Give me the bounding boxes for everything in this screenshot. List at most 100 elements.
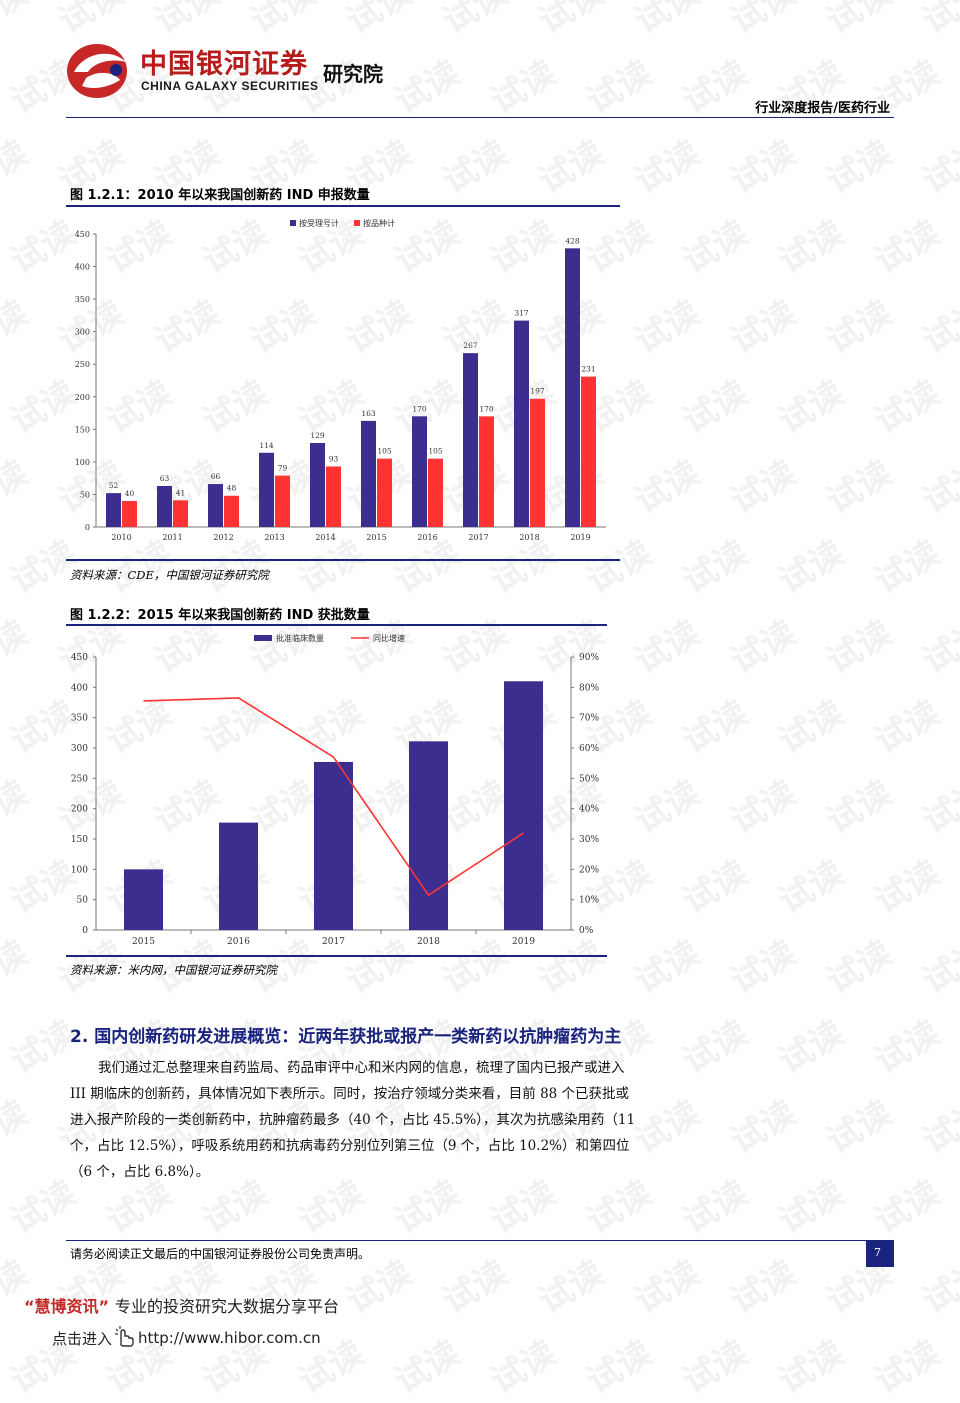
y-tick-label: 150 (75, 425, 90, 434)
watermark-text: 试读 (676, 1333, 756, 1402)
figure1-source: 资料来源：CDE，中国银河证券研究院 (70, 568, 269, 582)
x-tick-label: 2012 (213, 533, 233, 542)
data-label: 197 (530, 387, 545, 396)
report-tag: 行业深度报告/医药行业 (755, 101, 890, 116)
bar-series-1 (463, 353, 478, 527)
x-tick-label: 2014 (315, 533, 335, 542)
watermark-text: 试读 (820, 933, 900, 1002)
data-label: 163 (361, 409, 376, 418)
footer-disclaimer: 请务必阅读正文最后的中国银河证券股份公司免责声明。 (70, 1247, 371, 1261)
y-tick-label: 450 (75, 230, 90, 239)
y2-tick-label: 90% (579, 653, 599, 663)
y-tick-label: 300 (75, 328, 90, 337)
data-label: 428 (565, 236, 580, 245)
figure1-top-rule (66, 205, 620, 207)
section-title: 2. 国内创新药研发进展概览：近两年获批或报产一类新药以抗肿瘤药为主 (70, 1027, 622, 1047)
y-tick-label: 100 (75, 458, 90, 467)
y-tick-label: 250 (75, 360, 90, 369)
watermark-text: 试读 (628, 293, 708, 362)
watermark-text: 试读 (868, 1013, 948, 1082)
watermark-text: 试读 (724, 293, 804, 362)
watermark-text: 试读 (0, 133, 36, 202)
watermark-text: 试读 (676, 213, 756, 282)
watermark-text: 试读 (772, 693, 852, 762)
watermark-text: 试读 (916, 453, 960, 522)
x-tick-label: 2013 (264, 533, 284, 542)
bar-series-2 (479, 416, 494, 527)
bar-series-2 (428, 458, 443, 527)
bar (314, 761, 353, 930)
galaxy-logo-icon (67, 44, 127, 98)
data-label: 170 (412, 404, 427, 413)
watermark-text: 试读 (916, 1093, 960, 1162)
paragraph-line-3: 进入报产阶段的一类创新药中，抗肿瘤药最多（40 个，占比 45.5%），其次为抗… (70, 1112, 636, 1128)
y-tick-label: 150 (71, 835, 88, 845)
bar-series-1 (157, 485, 172, 527)
watermark-text: 试读 (820, 613, 900, 682)
watermark-text: 试读 (676, 373, 756, 442)
data-label: 105 (377, 447, 392, 456)
figure2-title: 图 1.2.2：2015 年以来我国创新药 IND 获批数量 (70, 608, 370, 623)
watermark-text: 试读 (820, 293, 900, 362)
watermark-text: 试读 (916, 0, 960, 42)
y2-tick-label: 30% (579, 835, 599, 845)
bar-series-2 (377, 458, 392, 527)
watermark-text: 试读 (724, 133, 804, 202)
data-label: 79 (278, 464, 288, 473)
hand-pointer-icon (114, 1325, 136, 1351)
y-tick-label: 350 (75, 295, 90, 304)
legend-label-line: 同比增速 (373, 633, 405, 643)
data-label: 231 (581, 365, 595, 374)
hibor-link-row[interactable]: 点击进入 http://www.hibor.com.cn (52, 1325, 321, 1351)
watermark-text: 试读 (0, 293, 36, 362)
x-tick-label: 2016 (417, 533, 437, 542)
watermark-text: 试读 (868, 1333, 948, 1402)
x-tick-label: 2019 (570, 533, 590, 542)
watermark-text: 试读 (772, 533, 852, 602)
section-body: 我们通过汇总整理来自药监局、药品审评中心和米内网的信息，梳理了国内已报产或进入 … (70, 1055, 726, 1185)
hibor-url-link[interactable]: http://www.hibor.com.cn (138, 1329, 321, 1347)
watermark-text: 试读 (772, 1013, 852, 1082)
y-tick-label: 100 (71, 865, 88, 875)
watermark-text: 试读 (868, 853, 948, 922)
watermark-text: 试读 (772, 373, 852, 442)
x-tick-label: 2015 (132, 937, 155, 947)
watermark-text: 试读 (724, 773, 804, 842)
watermark-text: 试读 (436, 1253, 516, 1322)
watermark-text: 试读 (0, 933, 36, 1002)
bar-series-1 (259, 452, 274, 527)
watermark-text: 试读 (916, 933, 960, 1002)
bar-series-1 (514, 320, 529, 527)
y2-tick-label: 50% (579, 774, 599, 784)
watermark-text: 试读 (484, 1333, 564, 1402)
bar-series-2 (275, 475, 290, 527)
bar-series-1 (565, 248, 580, 527)
data-label: 41 (176, 488, 186, 497)
watermark-text: 试读 (676, 693, 756, 762)
data-label: 170 (479, 404, 494, 413)
bar-series-1 (106, 493, 121, 527)
bar-series-1 (412, 416, 427, 527)
watermark-text: 试读 (0, 1093, 36, 1162)
watermark-text: 试读 (0, 453, 36, 522)
data-label: 48 (227, 484, 237, 493)
bar (409, 741, 448, 930)
watermark-text: 试读 (724, 1093, 804, 1162)
watermark-text: 试读 (580, 53, 660, 122)
watermark-text: 试读 (628, 613, 708, 682)
watermark-text: 试读 (628, 0, 708, 42)
bar-series-2 (581, 376, 596, 527)
paragraph-line-2: III 期临床的创新药，具体情况如下表所示。同时，按治疗领域分类来看，目前 88… (70, 1086, 630, 1102)
x-tick-label: 2015 (366, 533, 386, 542)
quote-open: “ (24, 1297, 35, 1316)
watermark-text: 试读 (532, 133, 612, 202)
y-tick-label: 400 (71, 683, 88, 693)
bar-series-1 (208, 484, 223, 527)
watermark-text: 试读 (916, 773, 960, 842)
paragraph-line-4: 个，占比 12.5%），呼吸系统用药和抗病毒药分别位列第三位（9 个，占比 10… (70, 1138, 630, 1154)
watermark-text: 试读 (724, 1253, 804, 1322)
x-tick-label: 2017 (468, 533, 488, 542)
bar (124, 869, 163, 930)
watermark-text: 试读 (628, 133, 708, 202)
watermark-text: 试读 (772, 1333, 852, 1402)
